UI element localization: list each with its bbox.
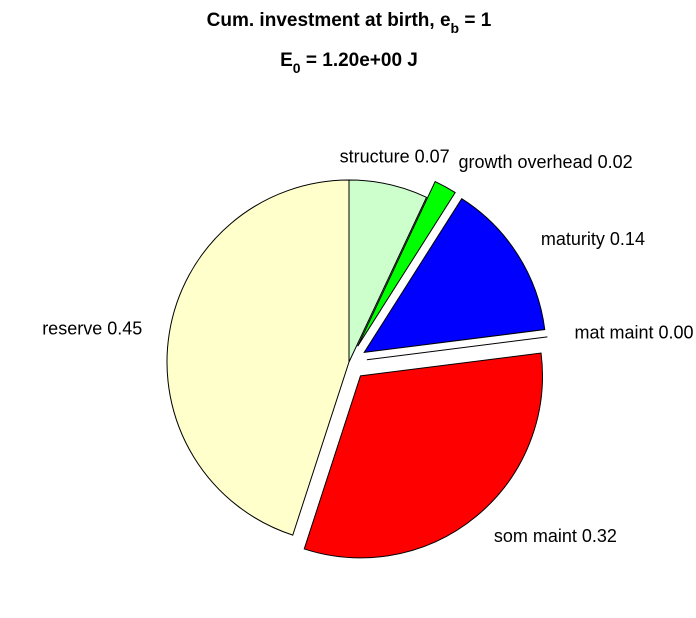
slice-value: 0.02 [598,152,633,172]
pie-slice [357,180,456,347]
title-text: Cum. investment at birth, e [207,10,451,31]
slice-label: reserve 0.45 [42,318,142,338]
slice-label: structure 0.07 [340,146,450,166]
slice-category: growth overhead [459,152,593,172]
slice-category: structure [340,146,410,166]
slice-category: maturity [541,229,605,249]
pie-slice [303,352,543,559]
chart-title: Cum. investment at birth, eb = 1 [207,10,492,36]
title-text: = 1 [459,10,492,31]
title-subscript: b [451,20,460,36]
slice-value: 0.00 [659,322,694,342]
slice-label: maturity 0.14 [541,229,645,249]
slice-value: 0.32 [582,526,617,546]
pie-slice [363,197,546,353]
slice-value: 0.07 [415,146,450,166]
slice-category: mat maint [575,322,654,342]
slice-category: reserve [42,318,102,338]
slice-label: som maint 0.32 [494,526,617,546]
slice-label: growth overhead 0.02 [459,152,633,172]
pie-slice [166,179,350,536]
subtitle-text: E [280,50,293,71]
slice-label: mat maint 0.00 [575,322,694,342]
slice-value: 0.14 [610,229,645,249]
slice-category: som maint [494,526,577,546]
chart-subtitle: E0 = 1.20e+00 J [280,50,418,76]
subtitle-text: = 1.20e+00 J [301,50,418,71]
subtitle-subscript: 0 [293,60,301,76]
slice-value: 0.45 [107,318,142,338]
